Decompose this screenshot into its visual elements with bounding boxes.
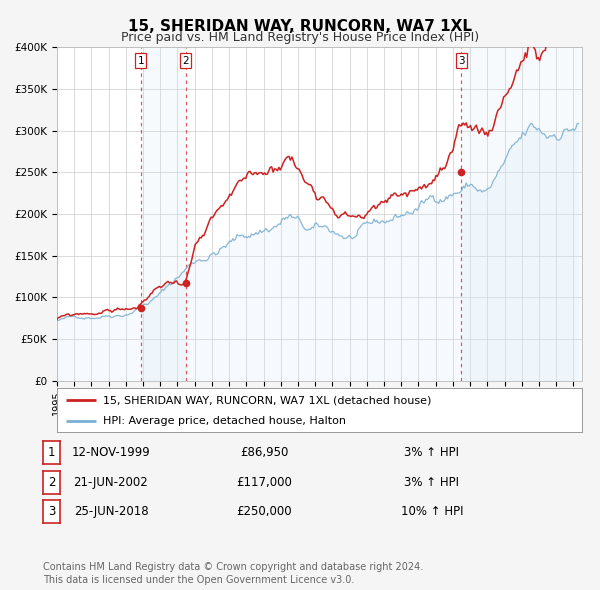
Bar [461,47,582,381]
Text: 1: 1 [137,55,144,65]
Text: 3% ↑ HPI: 3% ↑ HPI [404,476,460,489]
Text: 1: 1 [48,446,55,459]
Text: 21-JUN-2002: 21-JUN-2002 [74,476,148,489]
Text: Price paid vs. HM Land Registry's House Price Index (HPI): Price paid vs. HM Land Registry's House … [121,31,479,44]
Text: 3% ↑ HPI: 3% ↑ HPI [404,446,460,459]
Text: 25-JUN-2018: 25-JUN-2018 [74,505,148,518]
Text: £117,000: £117,000 [236,476,292,489]
Text: 15, SHERIDAN WAY, RUNCORN, WA7 1XL: 15, SHERIDAN WAY, RUNCORN, WA7 1XL [128,19,472,34]
Text: 15, SHERIDAN WAY, RUNCORN, WA7 1XL (detached house): 15, SHERIDAN WAY, RUNCORN, WA7 1XL (deta… [103,395,431,405]
Text: £86,950: £86,950 [240,446,288,459]
Text: HPI: Average price, detached house, Halton: HPI: Average price, detached house, Halt… [103,416,346,426]
Text: 12-NOV-1999: 12-NOV-1999 [71,446,151,459]
Bar [141,47,186,381]
Text: £250,000: £250,000 [236,505,292,518]
Text: 3: 3 [48,505,55,518]
Text: Contains HM Land Registry data © Crown copyright and database right 2024.
This d: Contains HM Land Registry data © Crown c… [43,562,424,585]
Text: 3: 3 [458,55,464,65]
Text: 2: 2 [182,55,189,65]
Text: 2: 2 [48,476,55,489]
Text: 10% ↑ HPI: 10% ↑ HPI [401,505,463,518]
